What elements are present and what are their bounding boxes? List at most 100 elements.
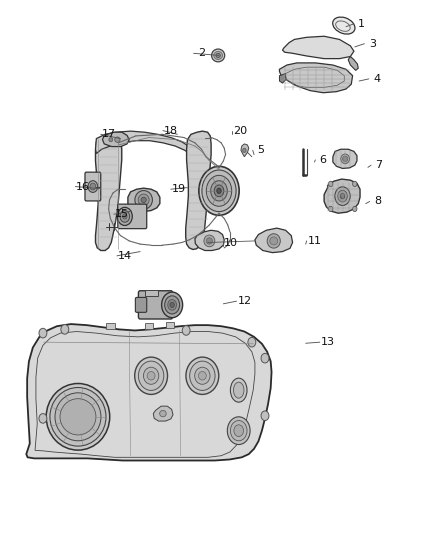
FancyBboxPatch shape (118, 204, 147, 229)
Text: 4: 4 (373, 74, 380, 84)
Ellipse shape (270, 237, 278, 245)
Ellipse shape (50, 387, 106, 446)
Ellipse shape (141, 197, 146, 203)
Text: 13: 13 (321, 337, 335, 347)
Ellipse shape (134, 357, 167, 394)
Polygon shape (255, 228, 293, 253)
Ellipse shape (211, 181, 227, 201)
Ellipse shape (248, 337, 256, 347)
Polygon shape (128, 188, 160, 212)
Ellipse shape (55, 393, 101, 441)
Ellipse shape (115, 137, 120, 142)
Ellipse shape (206, 238, 212, 244)
Ellipse shape (216, 53, 220, 58)
Text: 10: 10 (224, 238, 238, 247)
Ellipse shape (353, 206, 357, 212)
Ellipse shape (143, 367, 159, 384)
Bar (166, 322, 174, 328)
Text: 3: 3 (369, 39, 376, 49)
Polygon shape (283, 36, 354, 59)
Text: 1: 1 (358, 19, 365, 29)
Ellipse shape (202, 170, 236, 212)
Ellipse shape (195, 367, 210, 384)
Ellipse shape (230, 378, 247, 402)
FancyBboxPatch shape (135, 297, 147, 312)
Polygon shape (95, 134, 122, 251)
Ellipse shape (343, 156, 348, 161)
Text: 12: 12 (237, 296, 251, 306)
Bar (106, 323, 115, 329)
Ellipse shape (162, 292, 183, 318)
Ellipse shape (135, 191, 152, 209)
Ellipse shape (90, 183, 95, 190)
Polygon shape (324, 179, 360, 213)
Text: 18: 18 (164, 126, 178, 135)
Polygon shape (241, 144, 249, 157)
Polygon shape (195, 230, 224, 251)
Ellipse shape (168, 300, 177, 310)
Ellipse shape (333, 17, 355, 34)
Ellipse shape (214, 52, 223, 60)
Ellipse shape (217, 188, 221, 193)
Polygon shape (186, 131, 211, 249)
Ellipse shape (198, 372, 206, 380)
Text: 14: 14 (118, 251, 132, 261)
Ellipse shape (338, 190, 347, 202)
Polygon shape (102, 132, 129, 147)
Ellipse shape (109, 138, 113, 142)
Ellipse shape (159, 410, 166, 417)
Ellipse shape (186, 357, 219, 394)
Bar (145, 323, 153, 329)
Text: 16: 16 (76, 182, 90, 191)
Polygon shape (153, 406, 173, 421)
Ellipse shape (120, 211, 130, 222)
Ellipse shape (117, 207, 132, 225)
Ellipse shape (204, 235, 215, 247)
Polygon shape (348, 56, 358, 70)
Text: 15: 15 (115, 209, 129, 219)
Ellipse shape (233, 382, 244, 398)
Text: 11: 11 (307, 236, 321, 246)
Polygon shape (279, 63, 353, 93)
Ellipse shape (261, 353, 269, 363)
Text: 17: 17 (102, 130, 116, 139)
Ellipse shape (138, 361, 164, 390)
Ellipse shape (214, 185, 224, 197)
Ellipse shape (212, 49, 225, 62)
Ellipse shape (341, 154, 350, 164)
Ellipse shape (170, 302, 174, 308)
Ellipse shape (328, 181, 333, 187)
Ellipse shape (234, 425, 244, 437)
Ellipse shape (88, 181, 98, 192)
Ellipse shape (230, 421, 247, 441)
Ellipse shape (165, 296, 180, 314)
Text: 6: 6 (320, 155, 327, 165)
Ellipse shape (61, 325, 69, 334)
Text: 20: 20 (233, 126, 247, 135)
Polygon shape (279, 74, 286, 83)
Ellipse shape (227, 417, 250, 445)
Ellipse shape (206, 175, 232, 206)
Text: 7: 7 (375, 160, 382, 170)
Ellipse shape (353, 181, 357, 187)
Ellipse shape (182, 326, 190, 335)
Ellipse shape (39, 328, 47, 338)
Ellipse shape (46, 384, 110, 450)
Ellipse shape (267, 233, 280, 248)
Ellipse shape (123, 214, 127, 219)
Ellipse shape (60, 399, 96, 435)
FancyBboxPatch shape (85, 172, 101, 201)
FancyBboxPatch shape (138, 291, 173, 319)
Text: 19: 19 (172, 184, 186, 194)
Text: 8: 8 (374, 197, 381, 206)
Bar (145, 290, 158, 296)
Polygon shape (95, 131, 193, 155)
Ellipse shape (199, 166, 239, 215)
Ellipse shape (190, 361, 215, 390)
Ellipse shape (138, 194, 149, 206)
Ellipse shape (39, 414, 47, 423)
Ellipse shape (335, 187, 350, 205)
Polygon shape (333, 149, 357, 168)
Ellipse shape (328, 206, 333, 212)
Ellipse shape (261, 411, 269, 421)
